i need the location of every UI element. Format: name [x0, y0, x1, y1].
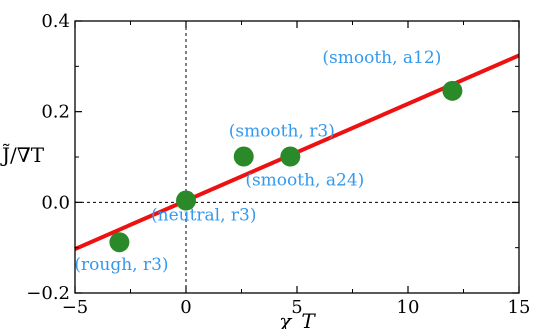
y-tick-label: −0.2 [26, 283, 70, 304]
scatter-point [442, 80, 463, 101]
reference-lines [75, 21, 519, 293]
scatter-point [280, 146, 301, 167]
scatter-point [109, 232, 130, 253]
point-label: (rough, r3) [74, 255, 168, 275]
x-axis-label: χ_T [277, 309, 316, 329]
y-tick-label: 0.2 [41, 102, 70, 123]
point-label: (smooth, a12) [322, 48, 441, 68]
x-tick-label: 5 [291, 297, 302, 318]
x-tick-label: 0 [180, 297, 191, 318]
point-label: (smooth, r3) [229, 122, 335, 142]
tick-labels: −5 0 5 10 15 −0.2 0.0 0.2 0.4 [26, 11, 530, 318]
scatter-point [176, 190, 196, 211]
point-label: (neutral, r3) [151, 206, 257, 226]
x-tick-label: −5 [62, 297, 89, 318]
y-axis-label: J̃/∇T [0, 143, 45, 167]
scatter-points [109, 80, 463, 253]
scatter-point [233, 146, 254, 167]
x-tick-label: 10 [397, 297, 420, 318]
y-tick-label: 0.4 [41, 11, 70, 32]
point-label: (smooth, a24) [245, 171, 364, 191]
x-tick-label: 15 [508, 297, 531, 318]
point-labels: (rough, r3) (neutral, r3) (smooth, r3) (smo… [74, 48, 441, 275]
y-tick-label: 0.0 [41, 192, 70, 213]
axis-ticks [74, 20, 520, 294]
